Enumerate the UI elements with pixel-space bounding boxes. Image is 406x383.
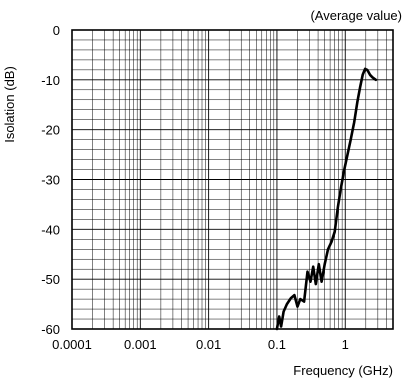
y-axis-title: Isolation (dB) [2,66,17,143]
series-layer [275,67,378,331]
average-value-annotation: (Average value) [310,8,402,23]
y-tick-label: -50 [41,272,60,287]
grid [72,30,393,329]
y-tick-label: -40 [41,222,60,237]
x-tick-label: 0.001 [124,337,157,352]
x-axis-title: Frequency (GHz) [293,363,393,378]
y-tick-label: -60 [41,322,60,337]
x-tick-labels: 0.0001 0.001 0.01 0.1 1 [52,337,349,352]
y-tick-label: 0 [53,23,60,38]
y-tick-label: -30 [41,173,60,188]
x-tick-label: 0.1 [268,337,286,352]
x-tick-label: 0.01 [196,337,221,352]
plot-frame [71,29,394,330]
x-tick-label: 1 [342,337,349,352]
y-tick-labels: 0 -10 -20 -30 -40 -50 -60 [41,23,60,337]
y-tick-label: -20 [41,123,60,138]
isolation-series-line [275,67,378,331]
y-tick-label: -10 [41,73,60,88]
x-tick-label: 0.0001 [52,337,92,352]
